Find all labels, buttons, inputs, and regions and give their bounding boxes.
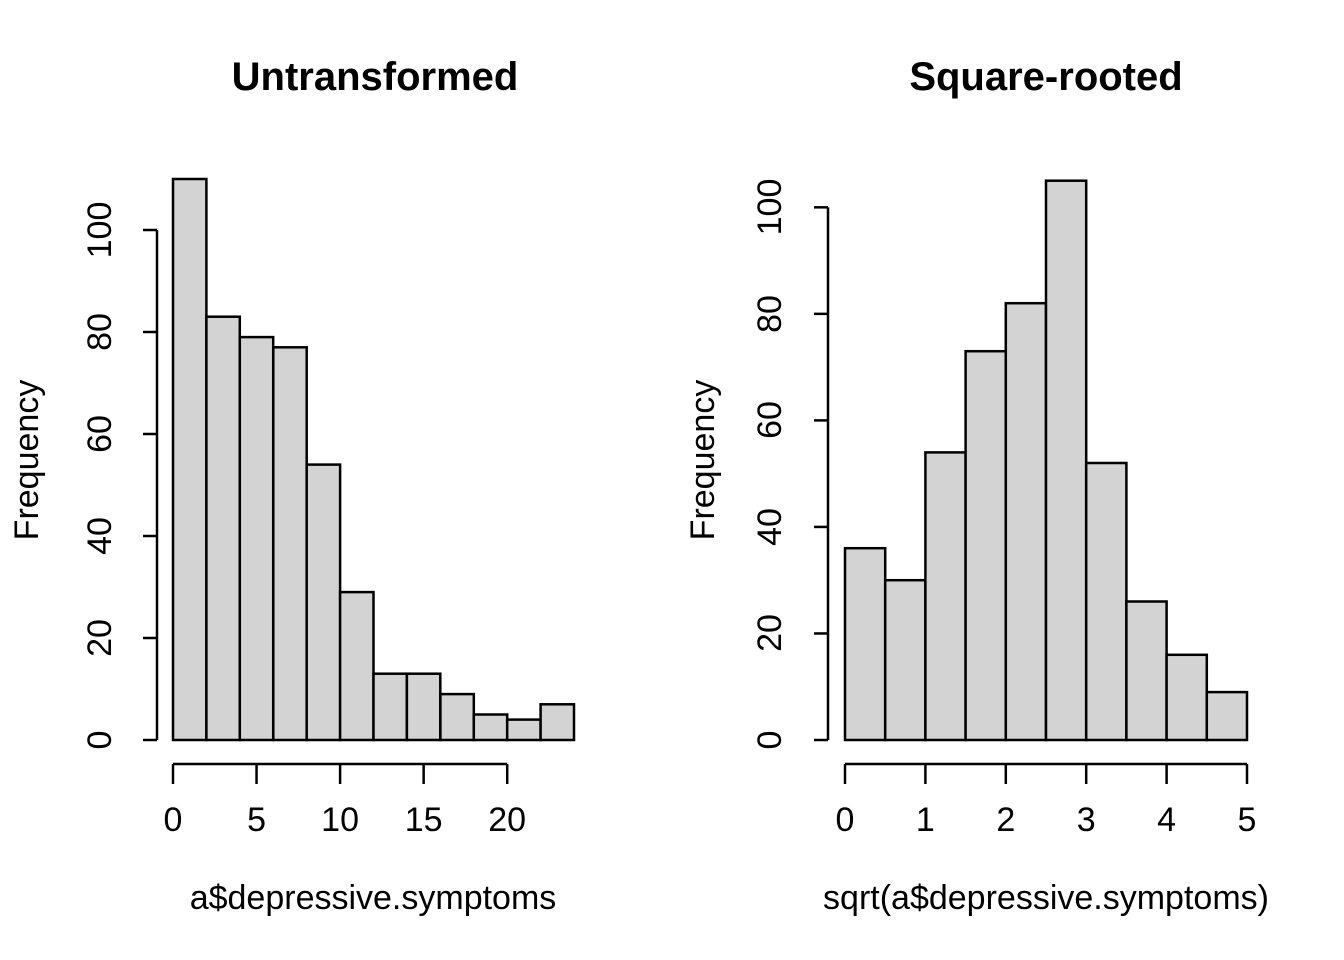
y-tick-label: 100: [81, 201, 119, 259]
histogram-bar: [843, 546, 887, 742]
y-tick-label: 0: [751, 730, 789, 750]
histogram-bar: [205, 315, 242, 742]
x-tick-label: 15: [404, 801, 443, 839]
histogram-bar: [171, 177, 208, 742]
histogram-bar: [439, 692, 476, 742]
y-tick-label: 40: [751, 508, 789, 546]
plot2-y-axis-label: Frequency: [684, 379, 722, 541]
histogram-bar: [924, 451, 967, 742]
histogram-bar: [964, 349, 1008, 742]
histogram-bar: [1125, 600, 1168, 742]
histogram-bar: [272, 346, 308, 742]
plot1-x-axis-label: a$depressive.symptoms: [189, 879, 557, 917]
histogram-bar: [883, 578, 927, 742]
histogram-bar: [1044, 179, 1088, 742]
y-tick-label: 100: [751, 178, 789, 236]
plot1-title: Untransformed: [231, 55, 519, 99]
x-tick-label: 20: [488, 801, 527, 839]
x-tick-label: 4: [1157, 801, 1177, 839]
y-tick-label: 20: [751, 614, 789, 653]
histogram-bar: [338, 590, 375, 742]
x-tick-label: 10: [321, 801, 360, 839]
y-tick-label: 40: [81, 517, 119, 555]
y-tick-label: 60: [751, 401, 789, 440]
histogram-bar: [238, 335, 275, 742]
histogram-bar: [505, 718, 542, 742]
x-tick-label: 3: [1076, 801, 1096, 839]
x-tick-label: 0: [163, 801, 183, 839]
histogram-bar: [1004, 301, 1048, 742]
histogram-bar: [539, 703, 576, 742]
x-tick-label: 5: [1237, 801, 1257, 839]
y-tick-label: 80: [751, 294, 789, 333]
x-tick-label: 0: [835, 801, 855, 839]
histogram-bar: [305, 463, 342, 742]
histogram-bar: [1165, 653, 1209, 742]
y-tick-label: 80: [81, 313, 119, 351]
x-tick-label: 1: [915, 801, 935, 839]
y-tick-label: 60: [81, 415, 119, 453]
histogram-bar: [1205, 690, 1249, 742]
histogram-bar: [1084, 461, 1128, 742]
x-tick-label: 2: [996, 801, 1016, 839]
plot1-y-axis-label: Frequency: [8, 379, 46, 541]
y-tick-label: 20: [81, 619, 119, 657]
x-tick-label: 5: [247, 801, 267, 839]
histogram-bar: [472, 713, 509, 742]
histogram-bar: [372, 672, 409, 742]
plot2-x-axis-label: sqrt(a$depressive.symptoms): [823, 879, 1269, 917]
plot2-title: Square-rooted: [909, 55, 1183, 99]
histogram-bar: [405, 672, 442, 742]
y-tick-label: 0: [81, 730, 119, 750]
